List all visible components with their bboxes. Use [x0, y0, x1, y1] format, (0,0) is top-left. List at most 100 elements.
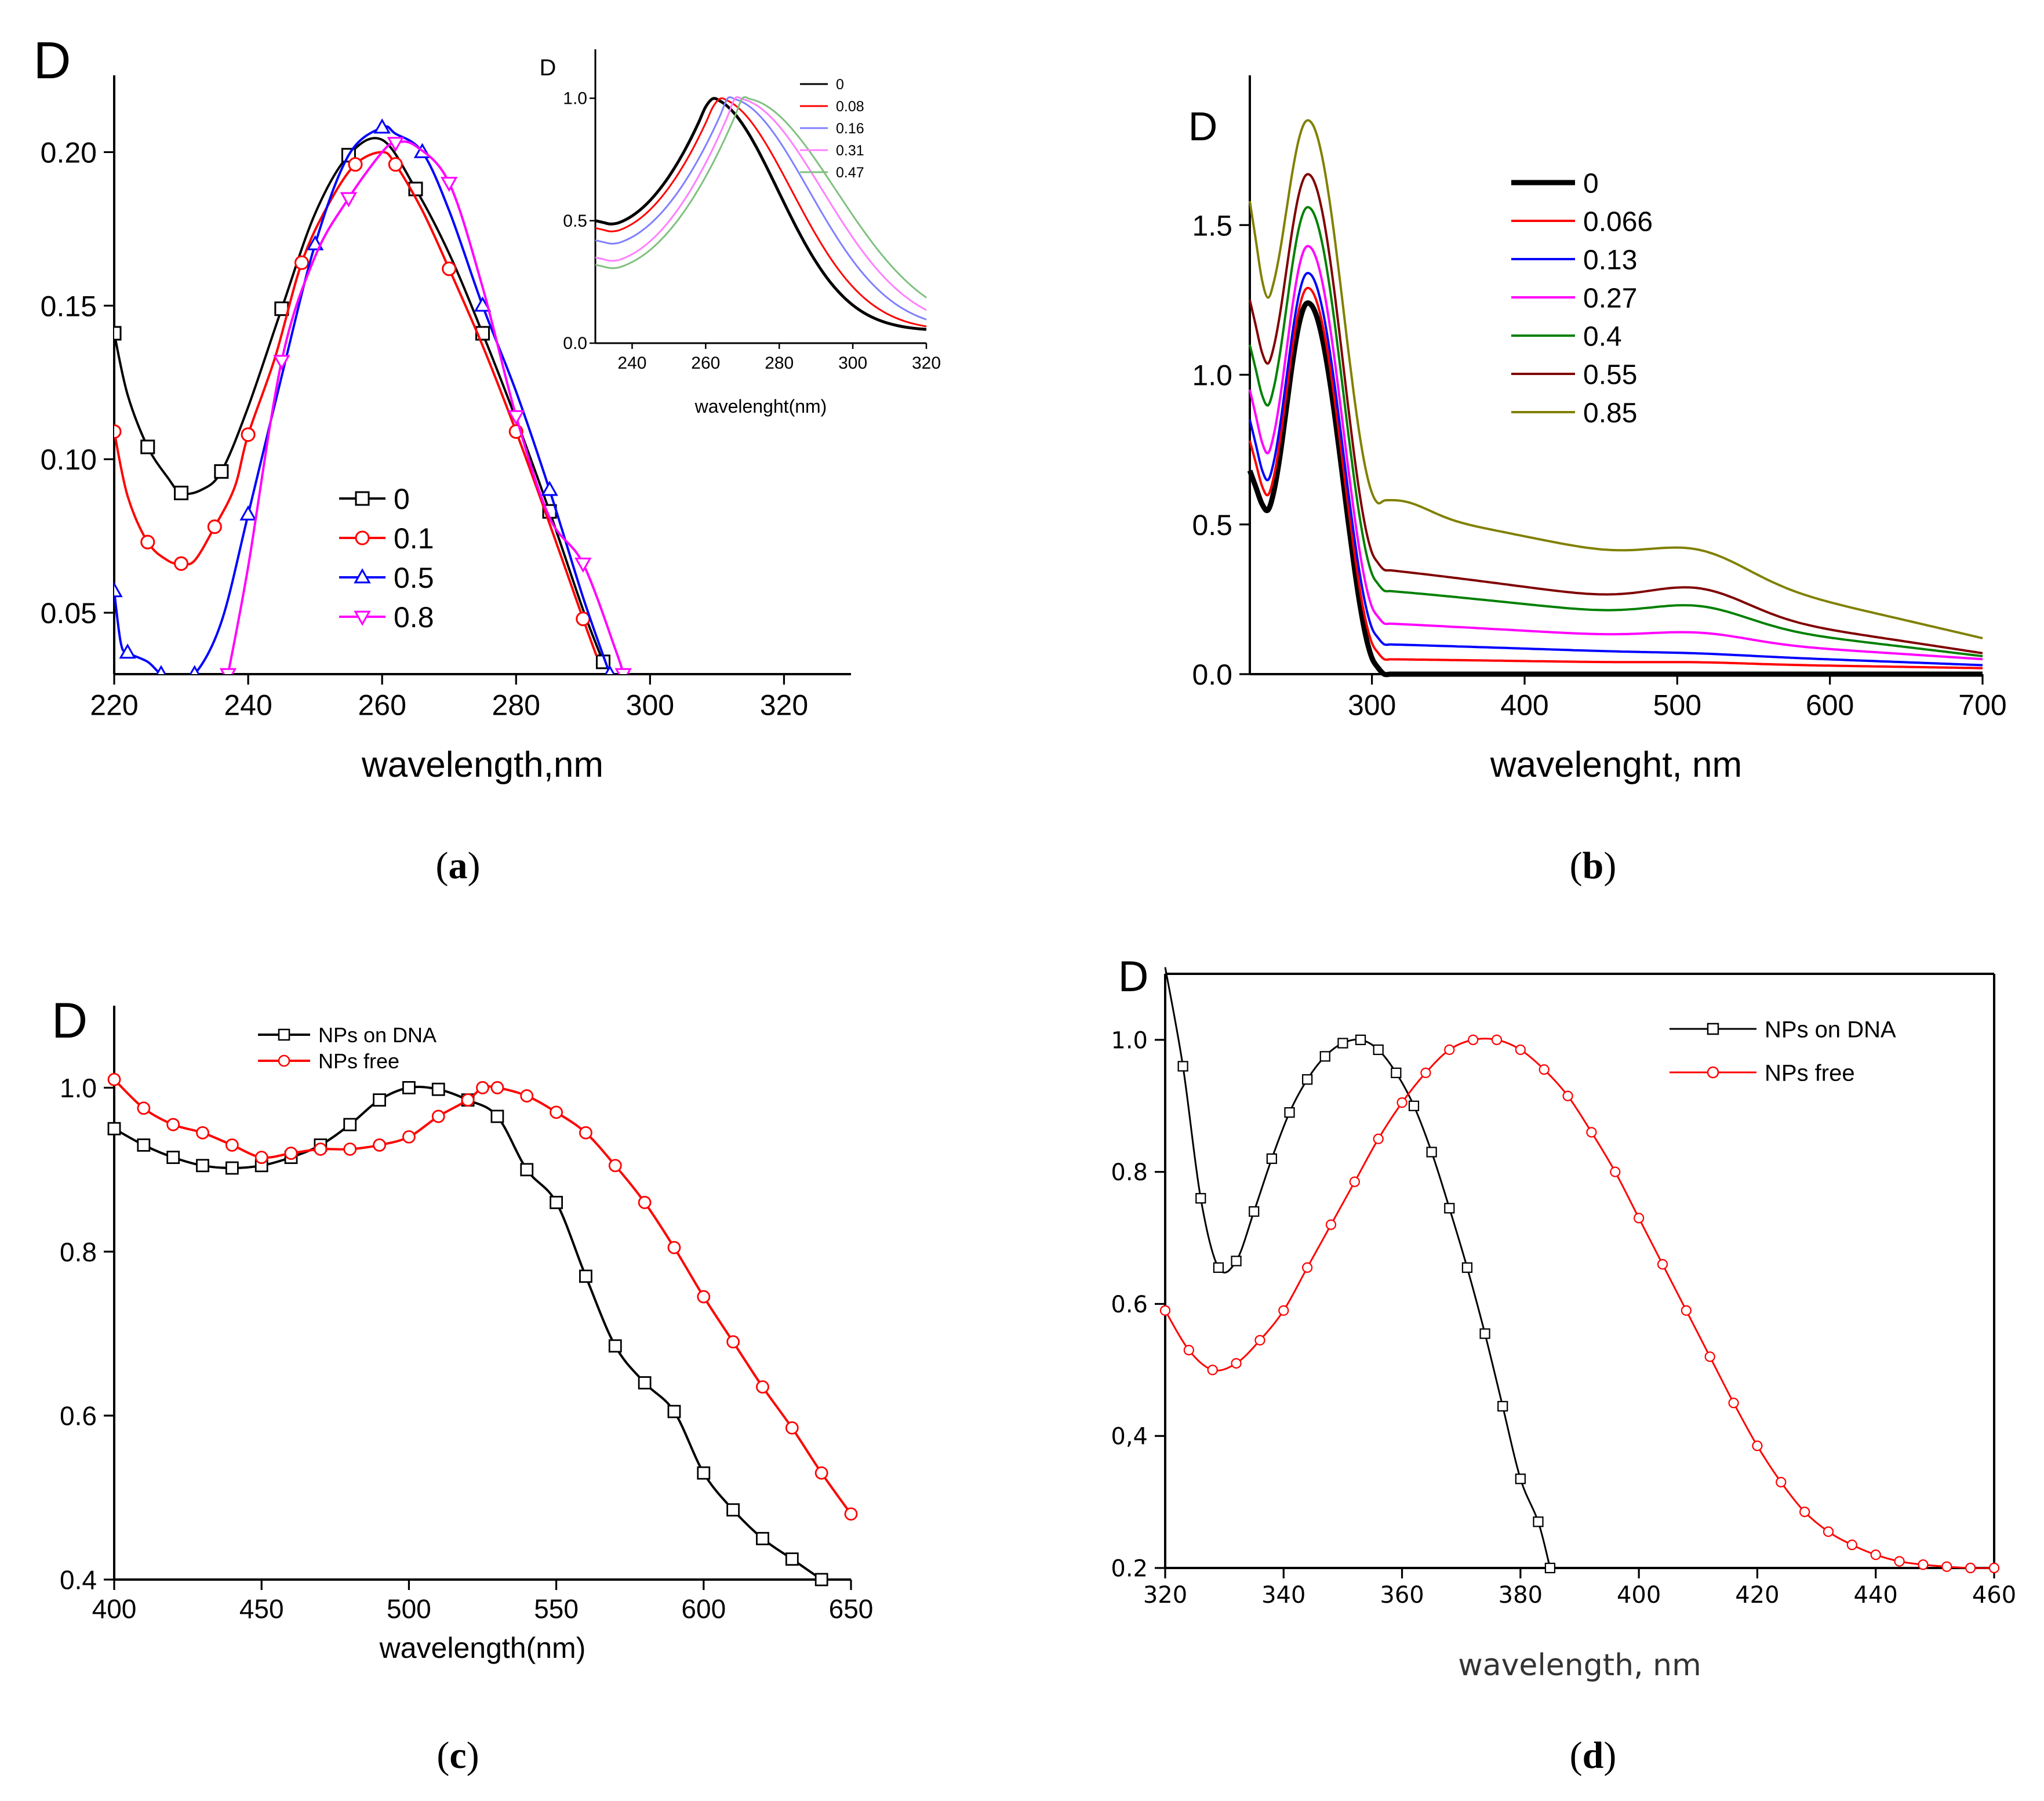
y-tick-label: 0.6: [1111, 1291, 1148, 1318]
data-point: [294, 255, 310, 270]
data-point: [1302, 1262, 1313, 1273]
panel-b-caption: (b): [1570, 845, 1617, 887]
legend-marker: [1707, 1066, 1719, 1079]
data-point: [667, 1240, 681, 1254]
y-axis-label: D: [1118, 954, 1149, 1001]
inset-y-tick-label: 1.0: [563, 89, 587, 108]
legend-marker: [354, 568, 371, 584]
legend-label: 0.13: [1583, 245, 1637, 275]
x-tick-label: 280: [492, 689, 540, 722]
legend-marker: [1707, 1023, 1719, 1035]
y-tick-label: 0.8: [1111, 1159, 1148, 1186]
inset-x-tick-label: 260: [691, 354, 720, 373]
x-axis-label: wavelength,nm: [361, 745, 603, 785]
data-point: [1634, 1213, 1645, 1224]
plot-area: [114, 118, 632, 674]
panel-d-caption: (d): [1570, 1734, 1617, 1777]
y-tick-label: 1.0: [1111, 1027, 1148, 1054]
legend-label: 0.4: [1583, 321, 1622, 352]
data-point: [541, 481, 558, 496]
inset-series-line: [595, 97, 927, 331]
data-point: [196, 1159, 209, 1173]
inset-x-tick-label: 280: [765, 354, 794, 373]
y-axis-label: D: [52, 993, 88, 1049]
data-point: [638, 1376, 652, 1389]
legend-label: 0: [1583, 168, 1599, 199]
data-point: [137, 1101, 151, 1115]
x-tick-label: 400: [92, 1593, 137, 1624]
x-tick-label: 300: [1348, 689, 1396, 722]
data-point: [387, 137, 405, 152]
x-tick-label: 400: [1617, 1582, 1661, 1609]
data-point: [1254, 1334, 1265, 1346]
data-point: [697, 1466, 711, 1480]
data-point: [1918, 1559, 1929, 1570]
legend-label: NPs free: [318, 1049, 399, 1073]
x-tick-label: 600: [681, 1593, 726, 1624]
y-tick-label: 1.0: [60, 1073, 97, 1103]
panel-b: (b) 300 400 500 600 700 0.0 0.5 1.0 1.5 Dwaveleng…: [1188, 75, 2007, 887]
series-line: [1247, 300, 1983, 678]
data-point: [1870, 1549, 1881, 1560]
y-tick-label: 1.0: [1192, 359, 1232, 392]
legend-label: 0.066: [1583, 206, 1653, 237]
data-point: [388, 157, 403, 172]
data-point: [225, 1138, 239, 1152]
data-point: [114, 326, 122, 341]
data-point: [373, 1138, 386, 1152]
x-tick-label: 460: [1972, 1582, 2016, 1609]
data-point: [1249, 1206, 1260, 1217]
data-point: [1337, 1038, 1348, 1049]
series-line: [114, 151, 598, 656]
legend-label: 0.55: [1583, 359, 1637, 390]
data-point: [1544, 1562, 1556, 1574]
legend-label: 0.27: [1583, 283, 1637, 314]
data-point: [119, 643, 136, 659]
data-point: [1420, 1067, 1431, 1078]
legend-marker: [355, 530, 370, 545]
data-point: [1319, 1051, 1330, 1062]
y-axis-label: D: [34, 32, 71, 90]
x-tick-label: 440: [1854, 1582, 1898, 1609]
y-tick-label: 0.5: [1192, 509, 1232, 541]
data-point: [442, 261, 457, 276]
data-point: [1894, 1556, 1905, 1567]
data-point: [667, 1405, 681, 1418]
inset-series-line: [595, 96, 927, 321]
y-tick-label: 0.8: [60, 1237, 97, 1267]
data-point: [239, 505, 257, 521]
x-axis-label: wavelenght, nm: [1490, 745, 1742, 785]
legend-label: 0.47: [836, 165, 864, 181]
x-tick-label: 220: [90, 689, 138, 722]
data-point: [189, 665, 200, 674]
data-point: [114, 424, 122, 439]
data-point: [1444, 1044, 1455, 1056]
inset-y-tick-label: 0.0: [563, 334, 587, 353]
data-point: [476, 1081, 489, 1094]
y-tick-label: 0,4: [1111, 1424, 1148, 1450]
data-point: [431, 1109, 445, 1123]
series-line: [1249, 245, 1983, 661]
legend-label: 0.31: [836, 143, 864, 159]
data-point: [1231, 1256, 1242, 1267]
data-point: [373, 118, 391, 134]
data-point: [140, 439, 155, 454]
data-point: [1373, 1133, 1384, 1144]
x-tick-label: 340: [1261, 1582, 1305, 1609]
series-line: [1249, 286, 1983, 670]
data-point: [1988, 1562, 2000, 1574]
data-point: [1426, 1147, 1437, 1158]
y-tick-label: 1.5: [1192, 209, 1232, 242]
panel-c: (c) 400 450 500 550 600 650 0.4 0.6 0.8 1.0 Dwavel…: [52, 993, 873, 1777]
data-point: [844, 1507, 858, 1521]
series-line: [114, 125, 611, 674]
data-point: [1396, 1097, 1407, 1108]
data-point: [1213, 1262, 1224, 1273]
data-point: [1302, 1074, 1313, 1085]
legend-marker: [278, 1028, 290, 1041]
data-point: [1776, 1476, 1787, 1488]
x-tick-label: 320: [760, 689, 808, 722]
y-axis-label: D: [1188, 104, 1218, 149]
data-point: [1823, 1526, 1834, 1537]
data-point: [402, 1130, 416, 1144]
